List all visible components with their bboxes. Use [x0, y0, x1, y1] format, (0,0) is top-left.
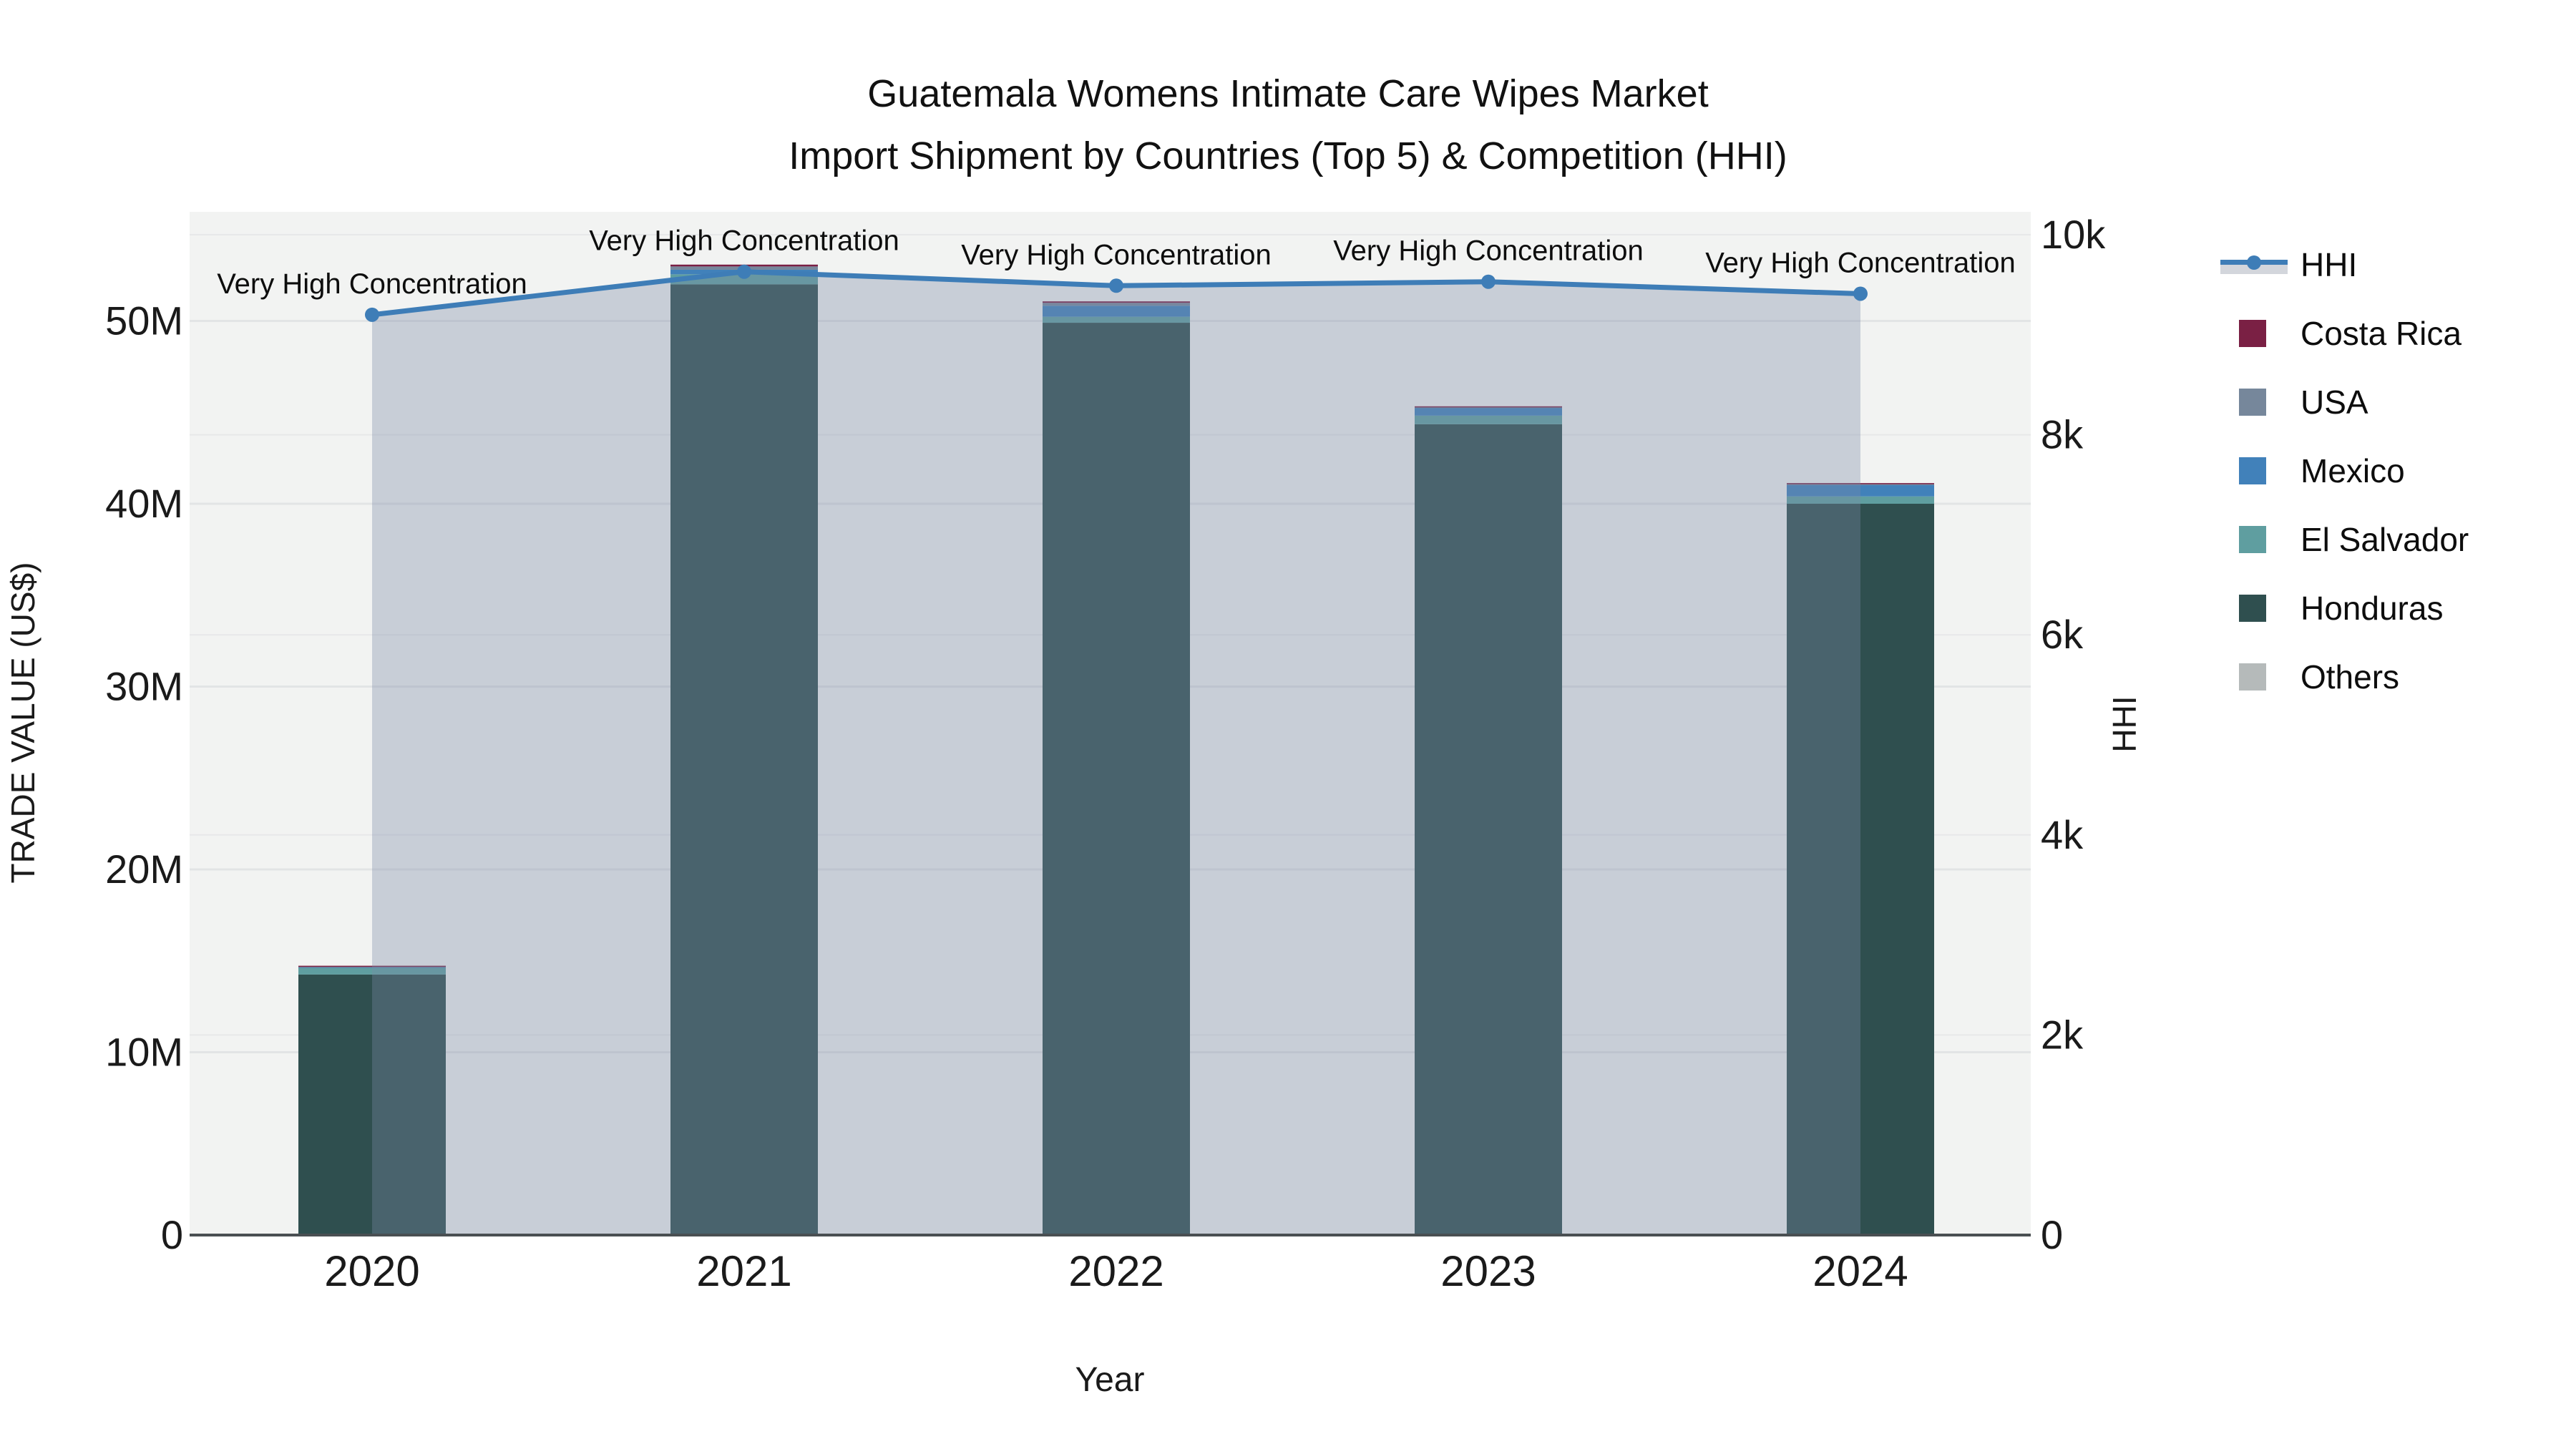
- bar-segment-mexico-2024: [1787, 484, 1934, 497]
- hhi-marker-2023: [1481, 274, 1496, 289]
- chart-title-line1: Guatemala Womens Intimate Care Wipes Mar…: [867, 72, 1709, 115]
- legend-label: USA: [2301, 384, 2368, 421]
- x-tick-2024: 2024: [1813, 1247, 1908, 1295]
- bar-segment-el-salvador-2020: [298, 967, 446, 975]
- bar-segment-usa-2020: [298, 966, 446, 968]
- y-right-tick-6k: 6k: [2041, 612, 2084, 657]
- annotation-2022: Very High Concentration: [961, 239, 1272, 270]
- legend-item-costa-rica[interactable]: Costa Rica: [2220, 299, 2469, 368]
- legend-swatch-icon: [2220, 319, 2288, 348]
- annotation-2021: Very High Concentration: [589, 225, 899, 257]
- legend-label: El Salvador: [2301, 521, 2469, 558]
- bar-segment-honduras-2020: [298, 974, 446, 1235]
- y-left-tick-0: 0: [161, 1212, 183, 1257]
- annotation-2024: Very High Concentration: [1705, 247, 2016, 278]
- chart-title-line2: Import Shipment by Countries (Top 5) & C…: [789, 135, 1787, 177]
- y-right-tick-4k: 4k: [2041, 812, 2084, 857]
- bar-segment-honduras-2024: [1787, 504, 1934, 1235]
- legend: HHI Costa Rica USA Mexico El Salvador Hondura…: [2220, 230, 2469, 711]
- x-tick-2020: 2020: [324, 1247, 419, 1295]
- legend-swatch-icon: [2220, 457, 2288, 485]
- bar-segment-honduras-2023: [1415, 424, 1562, 1236]
- legend-label: Mexico: [2301, 452, 2405, 489]
- legend-label: Honduras: [2301, 590, 2444, 627]
- y-left-tick-50M: 50M: [105, 298, 183, 343]
- hhi-line: [365, 264, 1868, 322]
- legend-label: Costa Rica: [2301, 315, 2462, 352]
- bar-segment-costa-rica-2023: [1415, 406, 1562, 408]
- hhi-area-polygon: [372, 271, 1860, 1235]
- legend-item-mexico[interactable]: Mexico: [2220, 436, 2469, 505]
- bar-segment-honduras-2022: [1043, 323, 1190, 1236]
- bar-segment-usa-2024: [1787, 484, 1934, 485]
- legend-item-el-salvador[interactable]: El Salvador: [2220, 505, 2469, 574]
- hhi-marker-2022: [1109, 278, 1123, 293]
- legend-swatch-icon: [2220, 663, 2288, 691]
- y-left-tick-40M: 40M: [105, 481, 183, 526]
- y-right-tick-8k: 8k: [2041, 412, 2084, 457]
- bar-segment-costa-rica-2020: [298, 965, 446, 967]
- bar-segment-mexico-2023: [1415, 407, 1562, 416]
- y-right-tick-10k: 10k: [2041, 212, 2106, 257]
- legend-item-usa[interactable]: USA: [2220, 368, 2469, 436]
- y-right-tick-0: 0: [2041, 1212, 2063, 1257]
- x-tick-2021: 2021: [696, 1247, 791, 1295]
- axis-tick-labels: 0 10M 20M 30M 40M 50M 0 2k 4k 6k 8k 10k 2020 2021 2022…: [105, 212, 2106, 1295]
- bar-segment-el-salvador-2024: [1787, 496, 1934, 504]
- x-axis-title: Year: [1075, 1361, 1145, 1399]
- bar-segment-honduras-2021: [670, 284, 818, 1235]
- y-left-tick-20M: 20M: [105, 847, 183, 892]
- legend-label: HHI: [2301, 246, 2358, 283]
- y-left-axis-title: TRADE VALUE (US$): [4, 562, 42, 883]
- bar-segment-el-salvador-2022: [1043, 316, 1190, 323]
- hhi-line-legend-icon: [2220, 250, 2288, 279]
- stacked-bars: [298, 264, 1934, 1236]
- bar-segment-costa-rica-2022: [1043, 301, 1190, 303]
- annotation-2023: Very High Concentration: [1333, 235, 1644, 267]
- legend-label: Others: [2301, 658, 2400, 696]
- annotations: Very High Concentration Very High Concent…: [217, 225, 2016, 300]
- legend-item-hhi[interactable]: HHI: [2220, 230, 2469, 299]
- annotation-2020: Very High Concentration: [217, 268, 527, 300]
- y-left-tick-30M: 30M: [105, 664, 183, 709]
- y-right-tick-2k: 2k: [2041, 1012, 2084, 1057]
- legend-item-honduras[interactable]: Honduras: [2220, 574, 2469, 643]
- legend-swatch-icon: [2220, 525, 2288, 554]
- legend-item-others[interactable]: Others: [2220, 643, 2469, 711]
- bar-segment-costa-rica-2024: [1787, 483, 1934, 484]
- y-right-axis-title: HHI: [2106, 696, 2143, 752]
- bar-segment-mexico-2022: [1043, 306, 1190, 317]
- legend-swatch-icon: [2220, 388, 2288, 416]
- bar-segment-usa-2023: [1415, 406, 1562, 409]
- hhi-area-fill: [372, 271, 1860, 1235]
- legend-swatch-icon: [2220, 594, 2288, 623]
- hhi-marker-2020: [365, 307, 379, 322]
- x-tick-2022: 2022: [1068, 1247, 1163, 1295]
- bar-segment-el-salvador-2023: [1415, 415, 1562, 424]
- y-left-tick-10M: 10M: [105, 1030, 183, 1075]
- x-tick-2023: 2023: [1440, 1247, 1536, 1295]
- hhi-marker-2021: [737, 264, 751, 279]
- bar-segment-usa-2022: [1043, 303, 1190, 306]
- hhi-marker-2024: [1853, 286, 1868, 301]
